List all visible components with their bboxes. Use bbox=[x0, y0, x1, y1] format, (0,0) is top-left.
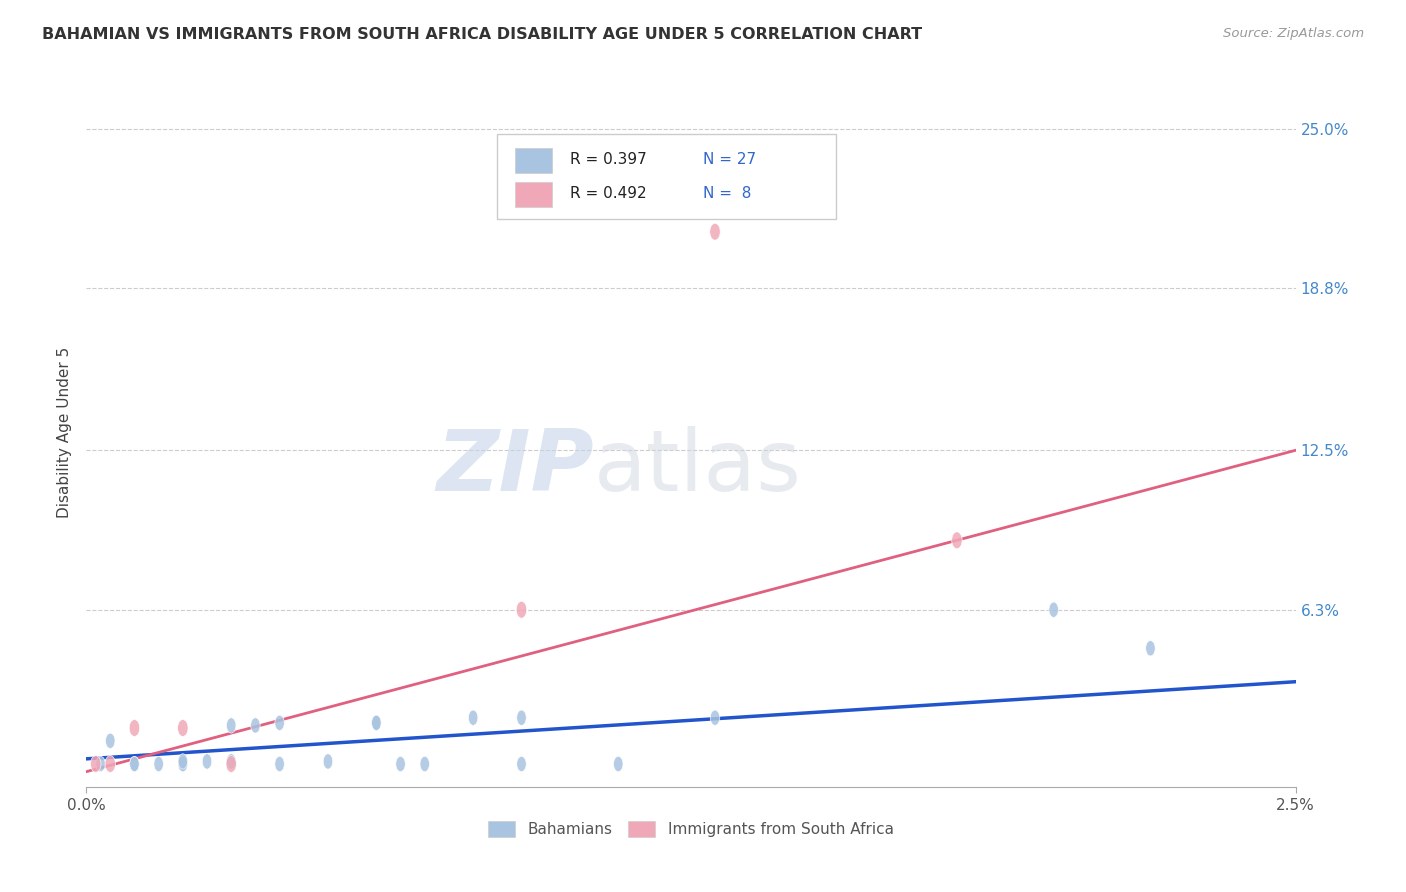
Ellipse shape bbox=[517, 756, 526, 772]
Ellipse shape bbox=[371, 715, 381, 731]
Ellipse shape bbox=[226, 718, 236, 733]
Text: ZIP: ZIP bbox=[436, 426, 595, 509]
Ellipse shape bbox=[179, 756, 187, 772]
Ellipse shape bbox=[396, 756, 405, 772]
Ellipse shape bbox=[250, 718, 260, 733]
Ellipse shape bbox=[96, 756, 105, 772]
Text: N =  8: N = 8 bbox=[703, 186, 751, 202]
Ellipse shape bbox=[420, 756, 429, 772]
Ellipse shape bbox=[1049, 602, 1059, 617]
Text: N = 27: N = 27 bbox=[703, 152, 756, 167]
Ellipse shape bbox=[153, 756, 163, 772]
Ellipse shape bbox=[179, 756, 187, 772]
Ellipse shape bbox=[952, 532, 962, 549]
Ellipse shape bbox=[90, 756, 101, 772]
Ellipse shape bbox=[105, 733, 115, 748]
Ellipse shape bbox=[202, 754, 212, 769]
Ellipse shape bbox=[129, 756, 139, 772]
Ellipse shape bbox=[468, 710, 478, 725]
Text: R = 0.397: R = 0.397 bbox=[569, 152, 647, 167]
Text: R = 0.492: R = 0.492 bbox=[569, 186, 647, 202]
Ellipse shape bbox=[710, 223, 720, 240]
Text: BAHAMIAN VS IMMIGRANTS FROM SOUTH AFRICA DISABILITY AGE UNDER 5 CORRELATION CHAR: BAHAMIAN VS IMMIGRANTS FROM SOUTH AFRICA… bbox=[42, 27, 922, 42]
Ellipse shape bbox=[613, 756, 623, 772]
FancyBboxPatch shape bbox=[516, 182, 551, 207]
FancyBboxPatch shape bbox=[516, 148, 551, 173]
Ellipse shape bbox=[129, 756, 139, 772]
Y-axis label: Disability Age Under 5: Disability Age Under 5 bbox=[58, 347, 72, 518]
Ellipse shape bbox=[179, 754, 187, 769]
Ellipse shape bbox=[177, 720, 188, 737]
Ellipse shape bbox=[371, 715, 381, 731]
Ellipse shape bbox=[516, 601, 527, 618]
Text: Source: ZipAtlas.com: Source: ZipAtlas.com bbox=[1223, 27, 1364, 40]
Ellipse shape bbox=[710, 710, 720, 725]
Ellipse shape bbox=[517, 710, 526, 725]
Ellipse shape bbox=[226, 754, 236, 769]
Legend: Bahamians, Immigrants from South Africa: Bahamians, Immigrants from South Africa bbox=[482, 815, 900, 843]
Ellipse shape bbox=[1146, 640, 1156, 656]
FancyBboxPatch shape bbox=[498, 134, 837, 219]
Ellipse shape bbox=[105, 756, 115, 772]
Text: atlas: atlas bbox=[595, 426, 801, 509]
Ellipse shape bbox=[226, 756, 236, 772]
Ellipse shape bbox=[226, 754, 236, 769]
Ellipse shape bbox=[274, 715, 284, 731]
Ellipse shape bbox=[129, 720, 139, 737]
Ellipse shape bbox=[274, 756, 284, 772]
Ellipse shape bbox=[323, 754, 333, 769]
